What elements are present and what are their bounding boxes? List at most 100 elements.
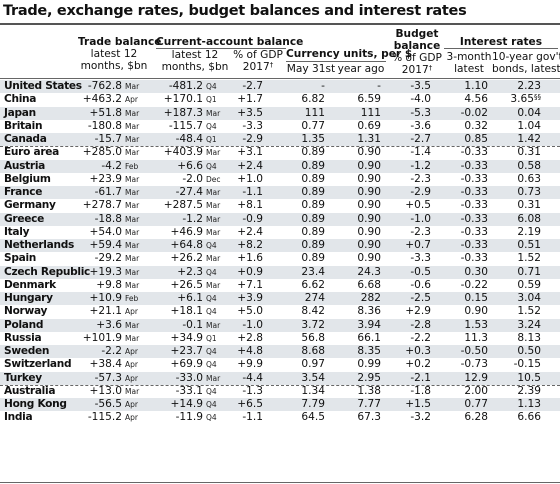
cell-value: 0.31 (517, 199, 541, 212)
cell-trade: -29.2 (95, 252, 122, 265)
cell-value: 0.63 (517, 172, 541, 185)
cell-trade: +23.9 (90, 173, 122, 186)
cell-value: 0.90 (357, 159, 381, 172)
period-label: Mar (125, 320, 140, 330)
table-row: China +463.2 Apr +170.1 Q1 +1.7 6.82 6.59 -4.0 4.… (0, 93, 560, 106)
cell-trade: +278.7 (83, 199, 122, 212)
cell-r3m: 4.56 (464, 93, 488, 106)
cell-r3m: -0.33 (461, 213, 488, 226)
cell-value: 1.52 (517, 252, 541, 265)
cell-r3m: 0.32 (464, 120, 488, 133)
cell-cur: 0.89 (301, 146, 325, 159)
cell-value: -33.0 (175, 371, 203, 384)
cell-r10y: 6.66 (517, 411, 541, 424)
table-row: Switzerland +38.4 Apr +69.9 Q4 +9.9 0.97 0.99 +0… (0, 358, 560, 371)
country-name: Belgium (4, 172, 51, 185)
header-current-account: Current-account balance (156, 36, 304, 48)
cell-r10y: 1.13 (517, 398, 541, 411)
cell-cur-ago: 0.90 (357, 252, 381, 265)
cell-value: 0.73 (517, 186, 541, 198)
cell-cur: 0.77 (301, 120, 325, 133)
cell-budget: -1.0 (410, 213, 431, 226)
header-budget-4: 2017 (401, 64, 429, 76)
cell-trade: +101.9 (83, 332, 122, 345)
cell-r10y: 3.24 (517, 319, 541, 332)
country-name: India (4, 411, 33, 424)
cell-value: 0.50 (517, 345, 541, 357)
cell-value: -1.0 (410, 212, 431, 225)
cell-value: 6.68 (357, 278, 381, 291)
cell-ca: -2.0 (182, 173, 203, 186)
table-row: Turkey -57.3 Apr -33.0 Mar -4.4 3.54 2.95 -2.1 12… (0, 371, 560, 385)
country-name: Australia (4, 384, 56, 397)
cell-value: 7.79 (301, 398, 325, 410)
cell-r3m: -0.33 (461, 199, 488, 212)
cell-value: -1.1 (242, 411, 263, 424)
cell-value: 0.69 (357, 119, 381, 132)
cell-r3m: -0.33 (461, 160, 488, 173)
country-name: Sweden (4, 345, 50, 357)
period-label: Mar (206, 188, 221, 197)
country-name: Poland (4, 318, 44, 331)
interest-rule (444, 48, 558, 49)
cell-value: +285.0 (82, 146, 122, 159)
cell-value: -1.8 (410, 384, 431, 397)
cell-value: 64.5 (301, 411, 325, 424)
cell-trade: -762.8 (88, 80, 122, 93)
cell-value: +2.8 (237, 331, 263, 344)
cell-ca: -27.4 (176, 186, 203, 199)
cell-value: -4.4 (242, 371, 263, 384)
period-label: Mar (125, 280, 140, 290)
period-label: Q4 (206, 360, 217, 370)
cell-value: 0.89 (301, 146, 325, 159)
cell-value: -0.6 (410, 278, 431, 291)
period-label: Q4 (206, 400, 217, 409)
period-label: Apr (125, 307, 138, 317)
cell-ca-gdp: -0.9 (242, 213, 263, 226)
cell-value: -3.6 (410, 119, 431, 132)
cell-value: +51.8 (89, 106, 122, 119)
cell-value: +3.5 (237, 106, 263, 119)
cell-budget: -2.1 (410, 372, 431, 385)
cell-value: +5.0 (237, 305, 263, 318)
cell-value: +23.9 (89, 172, 122, 185)
cell-value: -0.33 (460, 252, 488, 265)
cell-trade: +13.0 (90, 385, 122, 398)
cell-value: +6.6 (177, 159, 203, 172)
cell-value: 0.90 (357, 199, 381, 212)
header-budget-3: % of GDP (392, 52, 442, 64)
cell-budget: -3.6 (410, 120, 431, 133)
cell-value: +278.7 (82, 199, 122, 212)
cell-cur: 0.89 (301, 213, 325, 226)
cell-r3m: 12.9 (464, 372, 488, 385)
cell-value: 8.68 (301, 345, 325, 357)
cell-r10y: 1.52 (517, 305, 541, 318)
cell-trade: +463.2 (83, 93, 122, 106)
cell-ca: +23.7 (171, 345, 203, 358)
period-label: Mar (206, 227, 221, 237)
period-label: Mar (206, 254, 221, 264)
country-name: Hungary (4, 292, 53, 304)
footnote-marker: §§ (534, 93, 541, 102)
cell-cur: 64.5 (301, 411, 325, 424)
cell-cur-ago: 2.95 (357, 372, 381, 385)
cell-r10y: 2.39 (517, 385, 541, 398)
cell-ca-gdp: +9.9 (237, 358, 263, 371)
cell-r10y: 0.31 (517, 146, 541, 159)
cell-ca-gdp: +2.8 (237, 332, 263, 345)
cell-budget: +1.5 (405, 398, 431, 411)
cell-value: 6.08 (517, 212, 541, 225)
cell-value: -115.2 (87, 411, 122, 424)
header-trade-sub1: latest 12 (90, 48, 138, 60)
cell-value: -2.5 (410, 292, 431, 304)
cell-trade: +3.6 (96, 319, 122, 332)
cell-r3m: -0.33 (461, 226, 488, 239)
cell-r3m: -0.33 (461, 173, 488, 186)
cell-value: 0.89 (301, 225, 325, 238)
cell-value: 0.77 (301, 119, 325, 132)
cell-value: -762.8 (87, 80, 122, 92)
cell-r3m: 0.90 (464, 305, 488, 318)
cell-value: +3.9 (237, 292, 263, 304)
period-label: Apr (125, 95, 138, 105)
cell-cur-ago: 111 (361, 107, 381, 120)
